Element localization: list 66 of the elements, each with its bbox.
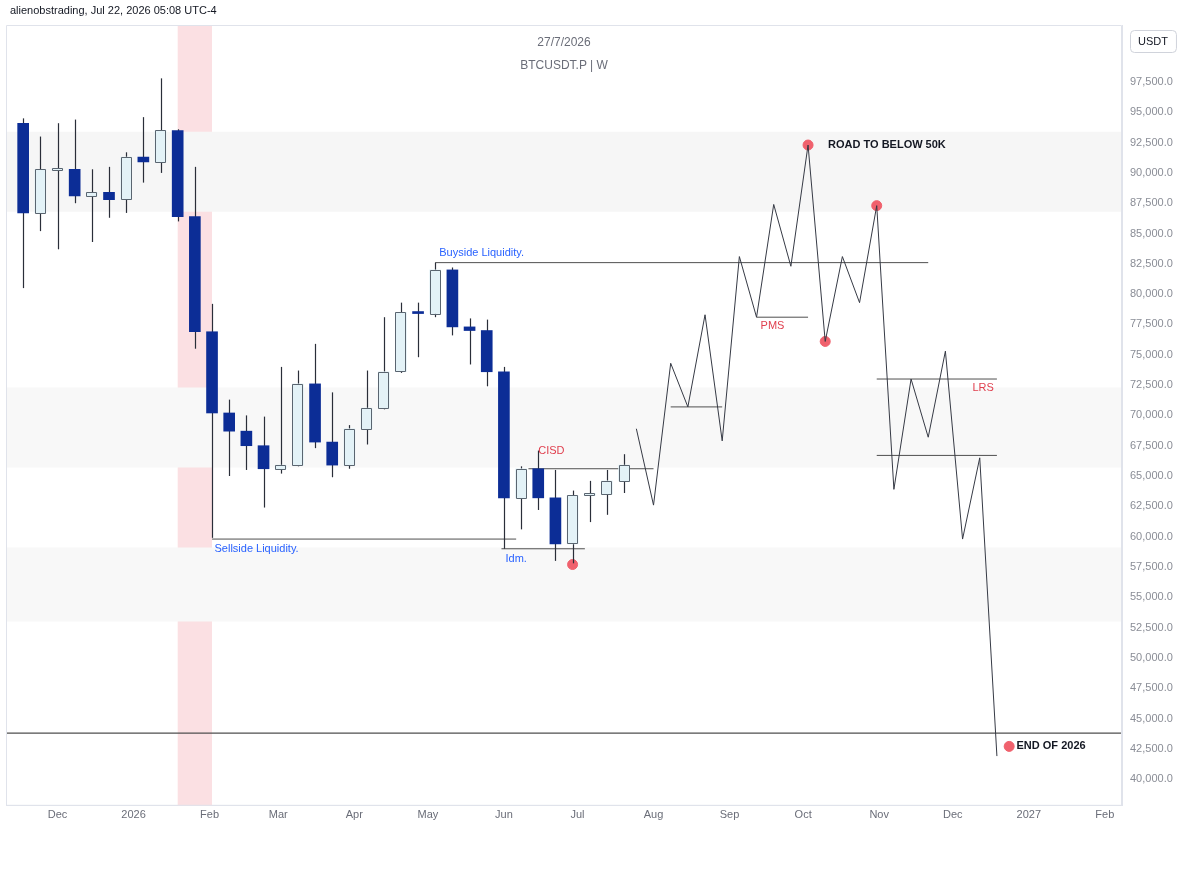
y-tick-label: 40,000.0 (1130, 772, 1173, 785)
x-tick-label: Sep (719, 808, 740, 821)
text: alienobstrading, Jul 22, 2026 05:08 UTC-4 (10, 4, 217, 17)
annotation: LRS (972, 380, 994, 393)
candlestick (360, 369, 373, 446)
x-tick-label: Nov (869, 808, 890, 821)
annotation: END OF 2026 (1016, 739, 1086, 752)
y-tick-label: 80,000.0 (1130, 287, 1173, 300)
candlestick (103, 166, 115, 219)
x-tick-label: Dec (47, 808, 68, 821)
text: BTCUSDT.P | W (520, 58, 609, 73)
candlestick (274, 366, 287, 475)
x-tick-label: Feb (200, 808, 220, 821)
y-tick-label: 50,000.0 (1130, 650, 1173, 663)
y-tick-label: 62,500.0 (1130, 499, 1173, 512)
y-tick-label: 65,000.0 (1130, 469, 1173, 482)
candlestick (223, 399, 236, 477)
x-tick-label: Apr (345, 808, 364, 821)
candlestick (618, 453, 630, 494)
x-tick-label: Feb (1095, 808, 1115, 821)
annotation: Buyside Liquidity. (439, 245, 525, 258)
y-axis-title: USDT (1138, 35, 1169, 48)
x-tick-label: Dec (942, 808, 964, 821)
x-tick-label: Jul (570, 808, 585, 821)
y-tick-label: 55,000.0 (1130, 590, 1173, 603)
y-tick-label: 85,000.0 (1130, 226, 1173, 239)
text: 27/7/2026 (537, 35, 592, 50)
annotation: Idm. (505, 551, 527, 564)
candlestick (601, 469, 613, 516)
annotation: Sellside Liquidity. (214, 541, 299, 554)
y-tick-label: 67,500.0 (1130, 438, 1173, 451)
y-tick-label: 60,000.0 (1130, 529, 1173, 542)
x-tick-label: Oct (794, 808, 812, 821)
y-tick-label: 52,500.0 (1130, 620, 1173, 633)
annotation: ROAD TO BELOW 50K (828, 138, 946, 151)
candlestick (326, 391, 339, 478)
y-tick-label: 92,500.0 (1130, 135, 1173, 148)
y-tick-label: 77,500.0 (1130, 317, 1173, 330)
y-tick-label: 75,000.0 (1130, 347, 1173, 360)
y-tick-label: 97,500.0 (1130, 75, 1173, 88)
x-tick-label: Mar (268, 808, 289, 821)
candlestick (257, 416, 270, 509)
y-tick-label: 57,500.0 (1130, 559, 1173, 572)
x-tick-label: 2027 (1016, 808, 1042, 821)
candlestick (240, 414, 253, 471)
y-tick-label: 70,000.0 (1130, 408, 1173, 421)
y-tick-label: 45,000.0 (1130, 711, 1173, 724)
x-tick-label: Aug (643, 808, 664, 821)
y-tick-label: 82,500.0 (1130, 256, 1173, 269)
x-tick-label: Jun (495, 808, 513, 821)
candlestick (583, 480, 596, 523)
annotation: CISD (538, 444, 565, 457)
x-tick-label: May (417, 808, 439, 821)
y-tick-label: 47,500.0 (1130, 681, 1173, 694)
y-tick-label: 72,500.0 (1130, 378, 1173, 391)
candlestick (412, 302, 424, 358)
point (567, 559, 579, 571)
y-tick-label: 90,000.0 (1130, 165, 1173, 178)
x-tick-label: 2026 (121, 808, 146, 821)
candlestick (51, 122, 64, 250)
y-tick-label: 95,000.0 (1130, 105, 1173, 118)
point (1003, 740, 1015, 752)
annotation: PMS (760, 319, 785, 332)
y-tick-label: 42,500.0 (1130, 741, 1173, 754)
y-tick-label: 87,500.0 (1130, 196, 1173, 209)
candlestick (86, 168, 98, 243)
